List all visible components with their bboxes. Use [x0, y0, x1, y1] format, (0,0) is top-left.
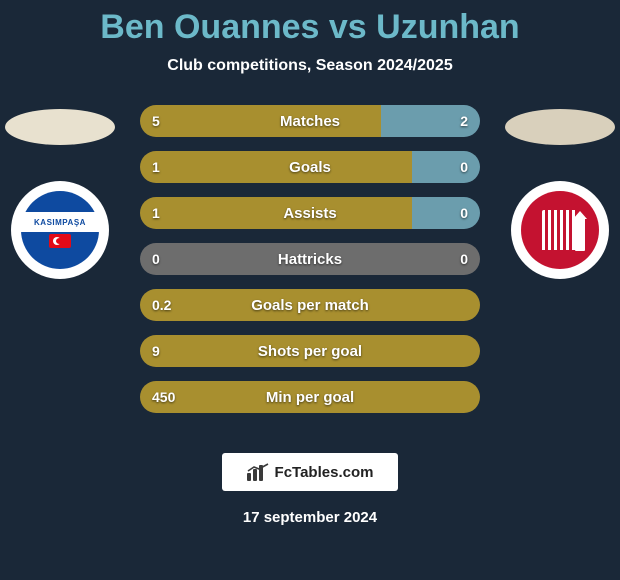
brand-text: FcTables.com [275, 464, 374, 481]
page-title: Ben Ouannes vs Uzunhan [0, 0, 620, 47]
date-text: 17 september 2024 [0, 509, 620, 526]
stat-segment-right [412, 197, 480, 229]
player-left-column: KASIMPAŞA [0, 105, 120, 279]
team-right-crest-icon [511, 181, 609, 279]
stat-segment-left [140, 105, 381, 137]
stat-segment-left [140, 151, 412, 183]
stat-row: Goals per match0.2 [140, 289, 480, 321]
crest-left-text: KASIMPAŞA [21, 212, 99, 232]
stat-segment-right [381, 105, 480, 137]
stat-row: Min per goal450 [140, 381, 480, 413]
player-left-head-icon [5, 109, 115, 145]
bar-chart-icon [247, 463, 269, 481]
stat-row: Goals10 [140, 151, 480, 183]
crest-right-inner [521, 191, 599, 269]
brand-badge: FcTables.com [222, 453, 398, 491]
stat-row: Assists10 [140, 197, 480, 229]
comparison-panel: KASIMPAŞA Matches52 Goals10 Assists10 Hattr… [0, 105, 620, 425]
page-subtitle: Club competitions, Season 2024/2025 [0, 57, 620, 75]
stat-segment-left [140, 243, 480, 275]
team-left-crest-icon: KASIMPAŞA [11, 181, 109, 279]
stat-segment-left [140, 289, 480, 321]
stat-segment-left [140, 197, 412, 229]
player-right-column [500, 105, 620, 279]
stat-segment-right [412, 151, 480, 183]
stat-row: Shots per goal9 [140, 335, 480, 367]
stat-bars: Matches52 Goals10 Assists10 Hattricks00 Goal… [140, 105, 480, 427]
stat-row: Matches52 [140, 105, 480, 137]
stat-segment-left [140, 381, 480, 413]
stat-segment-left [140, 335, 480, 367]
stat-row: Hattricks00 [140, 243, 480, 275]
crest-left-inner: KASIMPAŞA [21, 191, 99, 269]
turkey-flag-icon [49, 234, 71, 248]
player-right-head-icon [505, 109, 615, 145]
crest-right-tower-icon [575, 217, 585, 251]
